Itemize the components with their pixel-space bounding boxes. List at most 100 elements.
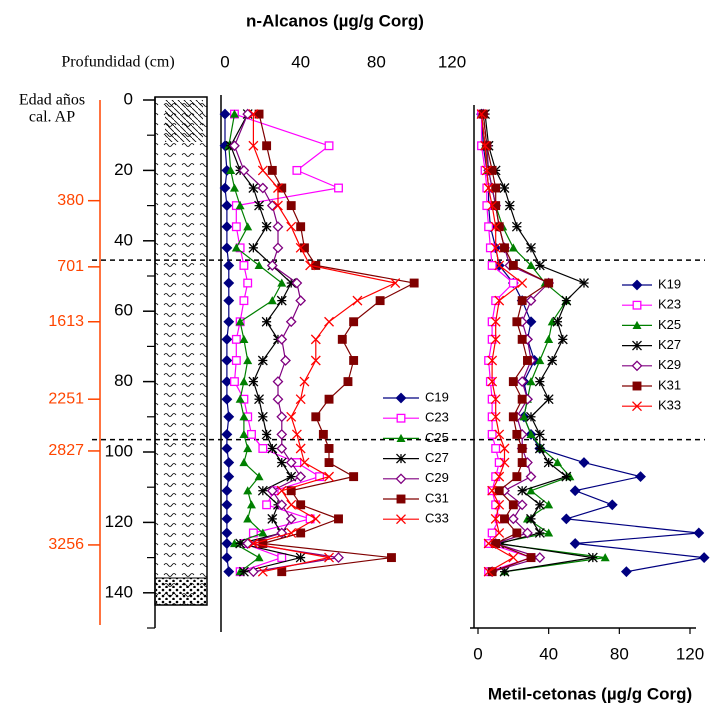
marker	[387, 553, 396, 563]
marker	[286, 221, 297, 232]
x-tick-label: 120	[438, 52, 466, 71]
marker-part	[487, 429, 497, 439]
marker	[315, 472, 325, 482]
marker	[291, 429, 302, 440]
marker	[221, 393, 233, 405]
marker	[522, 527, 533, 539]
marker-part	[243, 278, 253, 288]
marker	[229, 140, 240, 152]
marker-part	[229, 183, 239, 192]
marker	[632, 300, 642, 310]
y-tick-label: 20	[114, 160, 133, 179]
marker	[523, 356, 532, 365]
marker	[221, 552, 233, 564]
marker-part	[254, 260, 264, 270]
marker-part	[526, 377, 536, 386]
marker-part	[508, 260, 518, 270]
marker	[272, 221, 284, 233]
marker-part	[632, 401, 642, 412]
marker-part	[523, 356, 532, 365]
marker	[620, 566, 632, 578]
marker-part	[516, 499, 528, 511]
marker-part	[273, 200, 283, 211]
marker-part	[606, 499, 618, 511]
marker-part	[229, 539, 239, 548]
marker-part	[333, 552, 344, 564]
marker	[219, 108, 231, 120]
marker	[286, 486, 296, 496]
marker	[226, 165, 236, 174]
marker	[243, 486, 253, 495]
marker	[296, 500, 306, 510]
marker-part	[481, 165, 492, 176]
marker-part	[395, 473, 407, 485]
marker	[494, 528, 505, 538]
marker-part	[295, 394, 306, 405]
marker	[487, 429, 497, 439]
marker-part	[285, 457, 297, 468]
marker	[261, 221, 272, 232]
marker	[504, 200, 515, 211]
marker-part	[487, 376, 498, 387]
marker-part	[508, 500, 518, 510]
marker	[494, 260, 505, 271]
marker	[396, 413, 406, 423]
marker-part	[258, 539, 268, 548]
marker	[352, 295, 363, 306]
marker-part	[221, 428, 233, 440]
marker	[295, 552, 306, 563]
marker-part	[239, 334, 249, 343]
marker-part	[490, 221, 501, 232]
legend-label: C31	[425, 490, 449, 505]
marker	[334, 514, 343, 524]
marker	[221, 376, 233, 388]
marker	[267, 296, 277, 305]
marker	[239, 412, 249, 421]
marker-part	[254, 109, 264, 119]
marker-part	[221, 552, 233, 564]
marker-part	[337, 334, 347, 344]
marker-part	[285, 316, 297, 328]
marker	[543, 394, 554, 405]
marker-part	[476, 109, 487, 120]
marker	[395, 392, 407, 404]
marker	[272, 242, 284, 254]
marker-part	[508, 412, 518, 422]
marker	[508, 500, 518, 510]
marker	[491, 444, 501, 453]
marker	[512, 528, 522, 538]
marker-part	[526, 429, 536, 438]
marker-part	[246, 500, 256, 509]
marker	[631, 360, 643, 372]
marker-part	[315, 472, 325, 482]
marker-part	[632, 381, 642, 391]
marker	[526, 260, 536, 270]
marker	[600, 553, 610, 562]
marker-part	[262, 500, 272, 510]
marker-part	[231, 243, 241, 252]
marker-part	[487, 355, 498, 366]
x-tick-label: 0	[473, 644, 482, 663]
marker-part	[526, 486, 536, 495]
marker	[409, 278, 419, 288]
marker-part	[525, 295, 537, 307]
marker	[223, 411, 235, 423]
marker-part	[600, 553, 610, 562]
marker	[273, 183, 283, 193]
marker-part	[286, 201, 296, 211]
marker	[491, 183, 501, 193]
marker-part	[499, 457, 510, 468]
marker-part	[239, 260, 249, 270]
marker-part	[299, 376, 310, 387]
marker-part	[266, 260, 278, 271]
marker	[508, 243, 518, 252]
marker-part	[569, 538, 581, 549]
marker-part	[286, 528, 297, 538]
marker	[525, 316, 537, 328]
marker-part	[698, 552, 710, 564]
marker	[485, 377, 495, 387]
marker-part	[286, 221, 297, 232]
marker	[242, 538, 254, 549]
marker-part	[525, 471, 537, 483]
marker-part	[266, 200, 278, 212]
